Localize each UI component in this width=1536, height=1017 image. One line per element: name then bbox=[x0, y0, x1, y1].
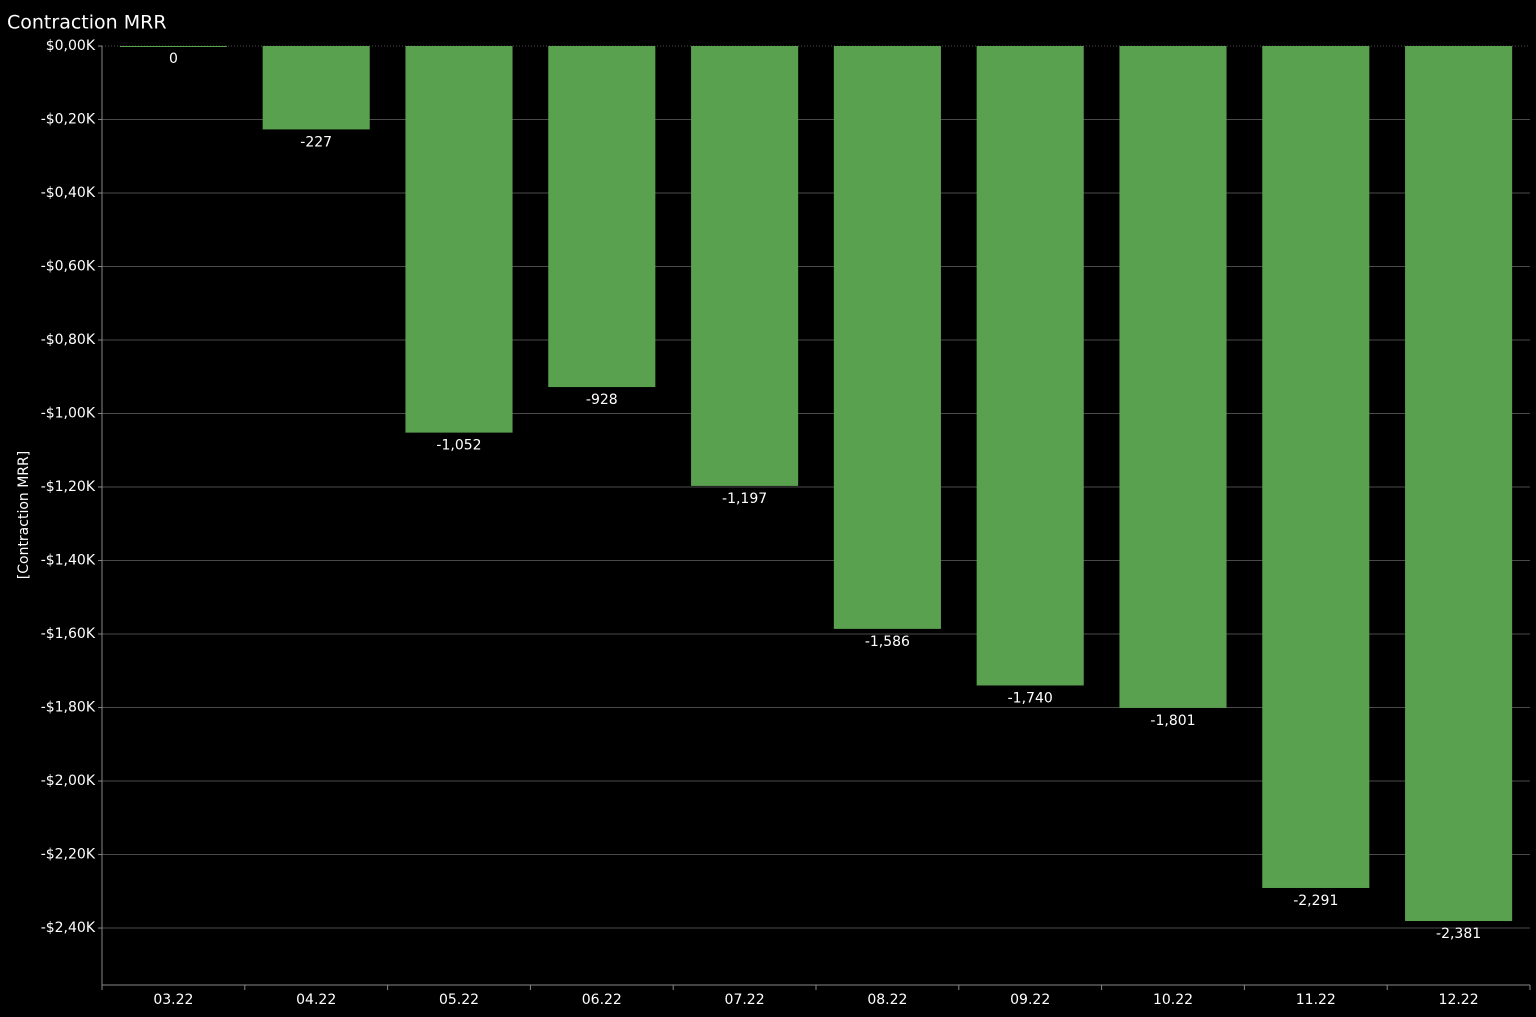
x-tick-label: 08.22 bbox=[867, 992, 907, 1008]
x-tick-label: 03.22 bbox=[153, 992, 193, 1008]
bar bbox=[833, 46, 941, 629]
bar bbox=[1119, 46, 1227, 708]
data-label: -928 bbox=[586, 392, 618, 408]
data-label: -2,381 bbox=[1436, 926, 1481, 942]
data-label: -227 bbox=[300, 134, 332, 150]
x-tick-label: 07.22 bbox=[725, 992, 765, 1008]
data-label: -1,740 bbox=[1008, 690, 1053, 706]
chart-title: Contraction MRR bbox=[7, 12, 167, 34]
x-tick-label: 04.22 bbox=[296, 992, 336, 1008]
data-label: -1,197 bbox=[722, 491, 767, 507]
y-tick-label: -$2,20K bbox=[41, 847, 96, 863]
y-tick-label: -$1,20K bbox=[41, 479, 96, 495]
y-tick-label: -$1,00K bbox=[41, 406, 96, 422]
bar bbox=[119, 46, 227, 47]
y-tick-label: -$0,60K bbox=[41, 259, 96, 275]
data-label: -1,052 bbox=[436, 438, 481, 454]
y-tick-label: -$2,00K bbox=[41, 773, 96, 789]
bar bbox=[691, 46, 799, 486]
data-label: -1,586 bbox=[865, 634, 910, 650]
x-tick-label: 11.22 bbox=[1296, 992, 1336, 1008]
y-tick-label: -$1,80K bbox=[41, 700, 96, 716]
data-label: 0 bbox=[169, 51, 178, 67]
x-tick-label: 06.22 bbox=[582, 992, 622, 1008]
y-tick-label: -$0,80K bbox=[41, 332, 96, 348]
data-label: -2,291 bbox=[1293, 893, 1338, 909]
y-axis-label: [Contraction MRR] bbox=[16, 451, 32, 579]
x-tick-label: 09.22 bbox=[1010, 992, 1050, 1008]
bar bbox=[262, 46, 370, 130]
bar bbox=[548, 46, 656, 388]
bar bbox=[1262, 46, 1370, 888]
bar bbox=[1405, 46, 1513, 922]
y-tick-label: -$1,60K bbox=[41, 626, 96, 642]
bar bbox=[976, 46, 1084, 686]
bar bbox=[405, 46, 513, 433]
x-tick-label: 10.22 bbox=[1153, 992, 1193, 1008]
x-tick-label: 12.22 bbox=[1439, 992, 1479, 1008]
y-tick-label: $0,00K bbox=[46, 38, 96, 54]
data-label: -1,801 bbox=[1150, 713, 1195, 729]
y-tick-label: -$0,20K bbox=[41, 112, 96, 128]
y-tick-label: -$2,40K bbox=[41, 920, 96, 936]
y-tick-label: -$0,40K bbox=[41, 185, 96, 201]
y-tick-label: -$1,40K bbox=[41, 553, 96, 569]
x-tick-label: 05.22 bbox=[439, 992, 479, 1008]
